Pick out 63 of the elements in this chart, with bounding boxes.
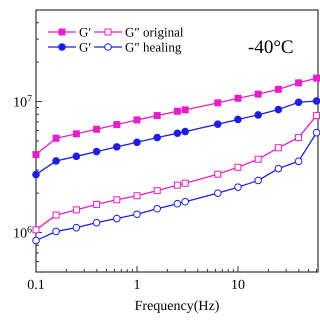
legend-label: G″ original xyxy=(125,24,184,40)
point xyxy=(32,151,40,158)
point xyxy=(295,79,302,86)
point xyxy=(214,189,222,197)
point xyxy=(52,157,60,165)
point xyxy=(92,148,100,156)
y-tick-label: 10$^{7}$ xyxy=(13,93,32,111)
point xyxy=(274,144,282,152)
point xyxy=(153,204,161,213)
y-tick-label: 10$^{6}$ xyxy=(13,224,32,242)
legend-label: G′ xyxy=(79,24,92,40)
point xyxy=(72,152,80,160)
point xyxy=(294,157,302,166)
annotation: -40°C xyxy=(248,37,294,58)
point xyxy=(214,120,222,128)
point xyxy=(72,224,80,232)
point xyxy=(174,108,181,115)
point xyxy=(133,210,141,218)
point xyxy=(72,130,80,138)
point xyxy=(92,218,100,226)
point xyxy=(72,206,80,214)
point xyxy=(133,116,140,124)
point xyxy=(93,200,100,208)
point xyxy=(214,170,222,178)
x-tick-label: 0.1 xyxy=(27,278,45,293)
point xyxy=(52,212,60,219)
point xyxy=(274,86,282,93)
x-tick-label: 10 xyxy=(230,278,245,293)
point xyxy=(154,187,161,194)
legend-label: G′ xyxy=(79,40,92,54)
point xyxy=(254,111,262,119)
point xyxy=(254,156,262,163)
point xyxy=(154,112,161,120)
point xyxy=(133,138,141,146)
point xyxy=(174,182,181,189)
point xyxy=(52,134,60,142)
point xyxy=(295,134,302,142)
point xyxy=(174,129,182,138)
point xyxy=(153,134,161,142)
point xyxy=(234,94,242,102)
point xyxy=(32,170,40,178)
point xyxy=(234,164,242,171)
point xyxy=(112,143,121,151)
point xyxy=(294,98,302,106)
point xyxy=(52,228,60,236)
point xyxy=(254,90,262,98)
point xyxy=(113,121,120,128)
point xyxy=(234,183,242,191)
point xyxy=(32,236,40,244)
legend-label: G″ healing xyxy=(125,40,182,54)
point xyxy=(113,196,120,204)
point xyxy=(93,126,100,133)
point xyxy=(133,192,140,200)
point xyxy=(174,200,182,208)
point xyxy=(274,164,282,172)
point xyxy=(32,226,40,234)
point xyxy=(214,99,222,106)
point xyxy=(112,214,121,222)
point xyxy=(274,106,282,114)
point xyxy=(254,176,262,184)
x-axis-title: Frequency(Hz) xyxy=(134,299,220,314)
point xyxy=(234,116,242,124)
x-tick-label: 1 xyxy=(133,278,140,293)
